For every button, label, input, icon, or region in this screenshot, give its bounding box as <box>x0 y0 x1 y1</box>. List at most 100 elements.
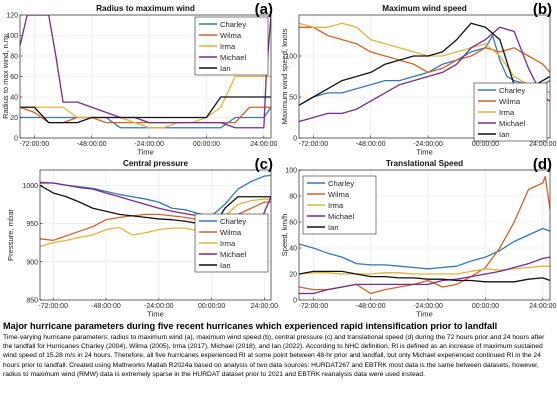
y-tick-label: 0 <box>293 136 297 143</box>
y-tick-label: 0 <box>14 136 18 143</box>
panel-b-chart: -72:00:00 -48:00:00 -24:00:00 00:00:00 24:00… <box>280 1 557 157</box>
x-tick-label: 24:00:00 <box>529 141 556 148</box>
series-line-irma <box>20 75 271 129</box>
legend-label-michael: Michael <box>220 250 246 259</box>
series-line-wilma <box>20 106 271 124</box>
x-tick-label: -72:00:00 <box>299 141 329 148</box>
x-tick-label: -48:00:00 <box>356 141 386 148</box>
legend-label-irma: Irma <box>220 42 236 51</box>
y-tick-label: 850 <box>26 298 38 305</box>
legend-label-charley: Charley <box>499 86 525 95</box>
legend: Charley Wilma Irma Michael Ian <box>302 175 377 235</box>
legend-label-michael: Michael <box>499 119 525 128</box>
y-axis-label: Radius to max wind, n.mi <box>1 34 10 119</box>
figure-caption: Major hurricane parameters during five r… <box>3 320 554 379</box>
x-axis-label: Time <box>147 310 164 319</box>
panel-a-chart: -72:00:00 -48:00:00 -24:00:00 00:00:00 24:00… <box>1 1 278 157</box>
y-tick-label: 40 <box>10 95 18 102</box>
chart-title: Central pressure <box>123 159 189 168</box>
series-line-ian <box>40 184 271 232</box>
series-line-michael <box>299 26 550 123</box>
legend-label-ian: Ian <box>328 223 339 232</box>
y-tick-label: 120 <box>6 13 18 20</box>
x-tick-label: -48:00:00 <box>77 141 107 148</box>
legend: Charley Wilma Irma Michael Ian <box>194 213 269 273</box>
legend-label-irma: Irma <box>499 108 515 117</box>
y-tick-label: 80 <box>289 194 297 201</box>
y-tick-label: 1000 <box>22 183 38 190</box>
y-axis-label: Maximum wind speed, knots <box>280 28 289 124</box>
x-tick-label: 24:00:00 <box>529 303 556 310</box>
chart-title: Translational Speed <box>386 159 463 168</box>
panel-label: (d) <box>533 156 552 173</box>
x-tick-label: -24:00:00 <box>134 141 164 148</box>
legend: Charley Wilma Irma Michael Ian <box>194 16 269 76</box>
plot-area-border <box>298 169 551 301</box>
y-tick-label: 950 <box>26 221 38 228</box>
chart-title: Radius to maximum wind <box>96 4 195 13</box>
y-tick-label: 50 <box>289 95 297 102</box>
series-line-ian <box>20 96 271 124</box>
x-tick-label: -72:00:00 <box>20 141 50 148</box>
legend-label-charley: Charley <box>220 217 246 226</box>
legend-label-ian: Ian <box>220 261 231 270</box>
x-tick-label: 00:00:00 <box>472 141 499 148</box>
panel-d-chart: -72:00:00 -48:00:00 -24:00:00 00:00:00 24:00… <box>280 156 557 318</box>
y-tick-label: 40 <box>289 246 297 253</box>
x-tick-label: -72:00:00 <box>38 303 68 310</box>
x-tick-label: -48:00:00 <box>356 303 386 310</box>
legend-label-irma: Irma <box>220 239 236 248</box>
series-line-charley <box>40 174 271 217</box>
figure: -72:00:00 -48:00:00 -24:00:00 00:00:00 24:00… <box>1 1 557 318</box>
series-line-wilma <box>299 26 550 74</box>
series-line-michael <box>299 256 550 295</box>
y-tick-label: 0 <box>293 298 297 305</box>
series-line-irma <box>299 265 550 275</box>
y-tick-label: 80 <box>10 54 18 61</box>
series-line-charley <box>299 227 550 270</box>
legend-label-irma: Irma <box>328 201 344 210</box>
x-tick-label: -24:00:00 <box>413 303 443 310</box>
x-tick-label: 24:00:00 <box>251 303 278 310</box>
legend-label-ian: Ian <box>220 64 231 73</box>
y-axis-label: Speed, km/h <box>280 214 289 257</box>
caption-body: Time-varying hurricane parameters: radiu… <box>3 334 545 378</box>
panel-label: (a) <box>255 1 273 18</box>
x-tick-label: -24:00:00 <box>413 141 443 148</box>
series-line-michael <box>20 15 271 129</box>
x-tick-label: 00:00:00 <box>472 303 499 310</box>
legend-label-charley: Charley <box>328 179 354 188</box>
panel-label: (c) <box>255 156 273 173</box>
y-tick-label: 100 <box>285 54 297 61</box>
x-tick-label: 24:00:00 <box>250 141 277 148</box>
panel-label: (b) <box>533 1 552 18</box>
legend-label-michael: Michael <box>328 212 354 221</box>
y-tick-label: 100 <box>6 33 18 40</box>
legend-label-wilma: Wilma <box>328 190 350 199</box>
legend-label-charley: Charley <box>220 20 246 29</box>
x-axis-label: Time <box>416 310 433 319</box>
legend-label-ian: Ian <box>499 130 510 139</box>
y-tick-label: 60 <box>289 220 297 227</box>
caption-title: Major hurricane parameters during five r… <box>3 321 498 331</box>
plot-area-border <box>39 169 272 301</box>
series-line-irma <box>40 198 271 248</box>
y-axis-label: Pressure, mbar <box>6 209 15 261</box>
y-tick-label: 900 <box>26 259 38 266</box>
x-tick-label: 00:00:00 <box>193 141 220 148</box>
series-line-ian <box>299 270 550 283</box>
legend-label-michael: Michael <box>220 53 246 62</box>
y-tick-label: 60 <box>10 74 18 81</box>
legend-label-wilma: Wilma <box>220 31 242 40</box>
x-tick-label: -48:00:00 <box>91 303 121 310</box>
y-tick-label: 100 <box>285 168 297 175</box>
y-tick-label: 20 <box>10 115 18 122</box>
x-axis-label: Time <box>416 148 433 157</box>
series-line-irma <box>299 22 550 94</box>
x-tick-label: -72:00:00 <box>299 303 329 310</box>
x-tick-label: 00:00:00 <box>198 303 225 310</box>
x-axis-label: Time <box>137 148 154 157</box>
chart-title: Maximum wind speed <box>382 4 467 13</box>
panel-c-chart: -72:00:00 -48:00:00 -24:00:00 00:00:00 24:00… <box>6 156 278 318</box>
x-tick-label: -24:00:00 <box>144 303 174 310</box>
